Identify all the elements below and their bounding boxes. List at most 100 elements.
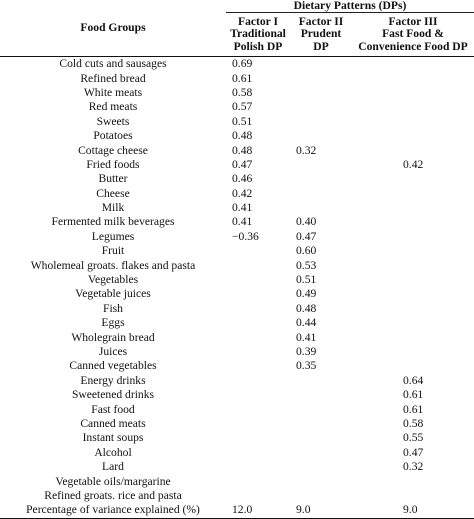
- factor-1-loading: 0.58: [232, 85, 253, 99]
- factor-2-loading: [290, 417, 352, 431]
- food-group-name: Percentage of variance explained (%): [0, 503, 226, 519]
- factor-3-line-1: Factor III: [388, 14, 438, 28]
- factor-2-loading: [290, 115, 352, 129]
- food-group-name: Red meats: [88, 100, 138, 114]
- table-row: Fried foods 0.47 0.42: [0, 158, 474, 172]
- factor-2-loading: [290, 187, 352, 201]
- factor-2-line-1: Factor II: [298, 14, 344, 28]
- header-factor-3: Factor III Fast Food & Convenience Food …: [352, 13, 474, 57]
- factor-3-loading: [352, 287, 474, 301]
- factor-2-loading: [290, 71, 352, 85]
- table-row: Butter 0.46: [0, 172, 474, 186]
- table-row: Refined bread 0.61: [0, 71, 474, 85]
- table-row: Sweets 0.51: [0, 115, 474, 129]
- factor-1-loading: −0.36: [232, 229, 259, 243]
- factor-2-loading: 9.0: [290, 503, 352, 519]
- factor-1-loading: 12.0: [226, 503, 290, 519]
- factor-3-loading: [352, 316, 474, 330]
- food-group-name: Milk: [101, 201, 125, 215]
- table-row: Canned meats 0.58: [0, 417, 474, 431]
- factor-1-loading: [226, 402, 290, 416]
- food-group-name: Fermented milk beverages: [51, 215, 175, 229]
- factor-1-loading: [226, 417, 290, 431]
- table-row: Instant soups 0.55: [0, 431, 474, 445]
- factor-3-loading: [352, 230, 474, 244]
- food-group-name: Sweets: [96, 114, 130, 128]
- factor-1-loading: 0.48: [232, 129, 253, 143]
- food-group-name: Refined groats. rice and pasta: [44, 488, 182, 502]
- food-group-name: Alcohol: [94, 445, 132, 459]
- food-group-name: Canned meats: [80, 416, 146, 430]
- factor-3-loading: [352, 71, 474, 85]
- factor-2-loading: [290, 374, 352, 388]
- food-group-name: Fried foods: [86, 157, 140, 171]
- food-group-name: Potatoes: [93, 129, 133, 143]
- factor-2-loading: [290, 201, 352, 215]
- factor-2-loading: 0.49: [296, 287, 317, 301]
- table-row: Energy drinks 0.64: [0, 374, 474, 388]
- factor-3-loading: [352, 100, 474, 114]
- factor-1-loading: [226, 446, 290, 460]
- factor-3-loading: 0.64: [403, 373, 424, 387]
- factor-3-loading: [352, 86, 474, 100]
- factor-2-loading: 0.60: [296, 244, 317, 258]
- factor-2-loading: 0.40: [296, 215, 317, 229]
- factor-2-loading: 0.48: [296, 301, 317, 315]
- table-row: Percentage of variance explained (%) 12.0…: [0, 503, 474, 519]
- food-group-name: Legumes: [91, 229, 135, 243]
- factor-2-line-2: Prudent: [300, 27, 342, 41]
- table-row: Eggs 0.44: [0, 316, 474, 330]
- table-row: Juices 0.39: [0, 345, 474, 359]
- factor-1-loading: 0.61: [232, 71, 253, 85]
- factor-3-loading: [352, 187, 474, 201]
- factor-1-loading: 0.41: [232, 215, 253, 229]
- table-row: Fruit 0.60: [0, 244, 474, 258]
- factor-3-loading: [352, 143, 474, 157]
- table-row: Cold cuts and sausages 0.69: [0, 57, 474, 72]
- food-group-name: Vegetables: [87, 273, 139, 287]
- food-group-name: Fast food: [91, 402, 135, 416]
- factor-1-loading: 0.41: [232, 201, 253, 215]
- factor-1-loading: 0.42: [232, 186, 253, 200]
- header-row-top: Food Groups Dietary Patterns (DPs): [0, 0, 474, 33]
- factor-3-loading: [352, 172, 474, 186]
- factor-2-loading: [290, 402, 352, 416]
- factor-1-loading: [226, 431, 290, 445]
- table-row: Fermented milk beverages 0.41 0.40: [0, 215, 474, 229]
- table-row: Fish 0.48: [0, 302, 474, 316]
- food-group-name: Sweetened drinks: [71, 388, 155, 402]
- factor-3-line-3: Convenience Food DP: [358, 39, 468, 53]
- factor-2-loading: [290, 460, 352, 474]
- factor-2-loading: 0.39: [296, 345, 317, 358]
- factor-2-loading: [290, 158, 352, 172]
- factor-2-loading: [290, 431, 352, 445]
- food-group-name: Lard: [102, 460, 124, 474]
- food-group-name: Wholemeal groats. flakes and pasta: [30, 258, 196, 272]
- table-row: Cottage cheese 0.48 0.32: [0, 143, 474, 157]
- table-row: Lard 0.32: [0, 460, 474, 474]
- factor-1-loading: 0.51: [232, 114, 253, 128]
- factor-3-loading: [352, 474, 474, 488]
- food-group-name: Refined bread: [80, 71, 146, 85]
- food-group-name: Energy drinks: [80, 373, 146, 387]
- table-row: Milk 0.41: [0, 201, 474, 215]
- food-group-name: Cold cuts and sausages: [59, 57, 167, 71]
- factor-3-loading: [352, 201, 474, 215]
- table-row: Cheese 0.42: [0, 187, 474, 201]
- factor-3-loading: [352, 215, 474, 229]
- factor-1-loading: [226, 359, 290, 373]
- factor-3-loading: 0.32: [403, 460, 424, 474]
- factor-3-loading: 0.61: [403, 388, 424, 402]
- factor-2-loading: [290, 489, 352, 503]
- header-food-groups: Food Groups: [80, 21, 146, 34]
- table-row: Wholegrain bread 0.41: [0, 330, 474, 344]
- food-group-name: Butter: [98, 172, 128, 186]
- factor-3-loading: [352, 258, 474, 272]
- header-factor-2: Factor II Prudent DP: [290, 13, 352, 57]
- factor-2-loading: 0.35: [296, 359, 317, 373]
- factor-3-loading: 0.47: [403, 445, 424, 459]
- food-group-name: Eggs: [101, 316, 125, 330]
- factor-2-loading: [290, 388, 352, 402]
- factor-3-loading: 0.55: [403, 431, 424, 445]
